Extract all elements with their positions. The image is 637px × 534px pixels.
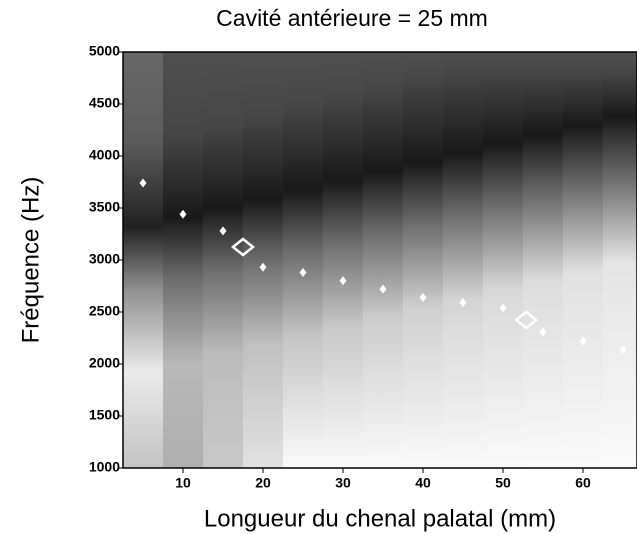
y-tick-label: 4000 xyxy=(89,147,120,163)
marker xyxy=(219,226,227,236)
marker xyxy=(499,303,507,313)
y-tick-label: 4500 xyxy=(89,95,120,111)
marker xyxy=(379,284,387,294)
y-tick-label: 5000 xyxy=(89,43,120,59)
x-tick-label: 30 xyxy=(335,475,351,491)
y-tick-label: 2000 xyxy=(89,355,120,371)
spectrum-column xyxy=(323,52,364,468)
x-tick-label: 20 xyxy=(255,475,271,491)
y-axis-label: Fréquence (Hz) xyxy=(17,177,44,344)
spectrum-column xyxy=(403,52,444,468)
x-axis-label: Longueur du chenal palatal (mm) xyxy=(204,505,556,532)
spectrum-column xyxy=(563,52,604,468)
spectrum-column xyxy=(603,52,637,468)
spectrum-column xyxy=(483,52,524,468)
spectrum-column xyxy=(243,52,284,468)
marker xyxy=(619,344,627,354)
spectrum-column xyxy=(203,52,244,468)
marker xyxy=(539,327,547,337)
y-tick-label: 3500 xyxy=(89,199,120,215)
marker xyxy=(179,209,187,219)
y-tick-label: 1000 xyxy=(89,459,120,475)
x-tick-label: 10 xyxy=(175,475,191,491)
spectrogram-background xyxy=(123,52,637,468)
marker-large xyxy=(514,310,539,330)
marker-large xyxy=(230,237,256,257)
marker xyxy=(419,292,427,302)
spectrum-column xyxy=(163,52,204,468)
marker xyxy=(139,178,147,188)
marker xyxy=(459,298,467,308)
spectrum-column xyxy=(523,52,564,468)
marker xyxy=(339,276,347,286)
y-tick-label: 3000 xyxy=(89,251,120,267)
spectrum-column xyxy=(363,52,404,468)
spectrum-column xyxy=(443,52,484,468)
x-tick-label: 50 xyxy=(495,475,511,491)
marker xyxy=(259,262,267,272)
spectrum-column xyxy=(123,52,164,468)
x-tick-label: 60 xyxy=(575,475,591,491)
marker xyxy=(299,267,307,277)
x-tick-label: 40 xyxy=(415,475,431,491)
marker xyxy=(579,336,587,346)
chart-title: Cavité antérieure = 25 mm xyxy=(216,5,488,31)
y-tick-label: 2500 xyxy=(89,303,120,319)
y-tick-label: 1500 xyxy=(89,407,120,423)
spectrum-column xyxy=(283,52,324,468)
